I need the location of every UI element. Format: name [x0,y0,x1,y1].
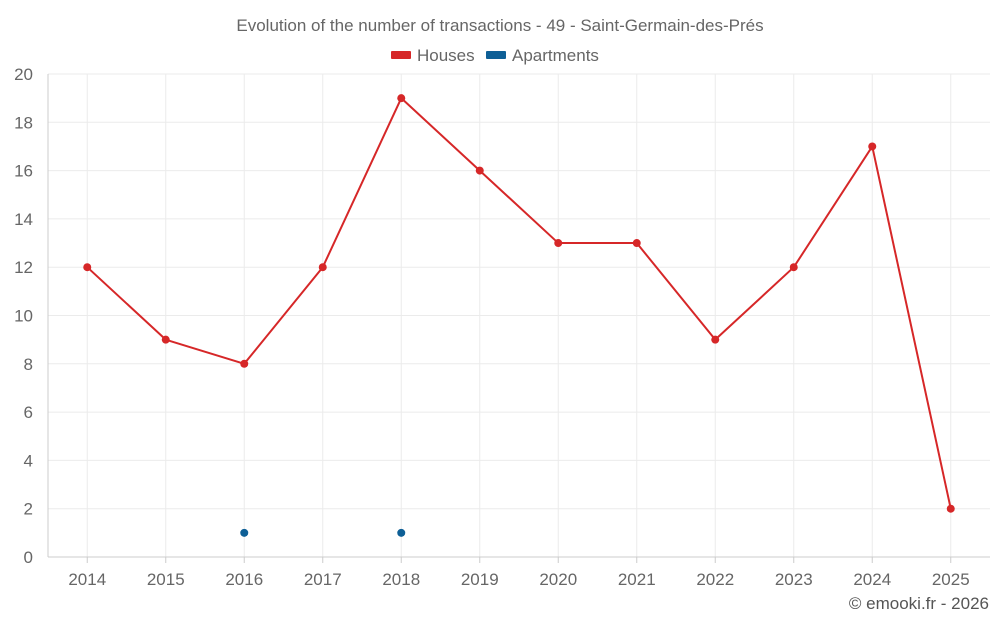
point-houses-2016[interactable] [240,359,249,368]
grid [48,73,990,557]
x-tick-label-2018: 2018 [382,570,420,589]
x-tick-label-2015: 2015 [147,570,185,589]
y-tick-label-20: 20 [14,65,33,84]
x-tick-label-2017: 2017 [304,570,342,589]
series-apartments [240,528,406,537]
x-tick-label-2020: 2020 [539,570,577,589]
x-tick-label-2024: 2024 [853,570,891,589]
y-tick-label-14: 14 [14,210,33,229]
x-tick-label-2022: 2022 [696,570,734,589]
point-apartments-2018[interactable] [397,528,406,537]
point-houses-2017[interactable] [318,263,327,272]
y-tick-label-2: 2 [24,500,33,519]
legend: Houses Apartments [391,46,599,65]
credit-text: © emooki.fr - 2026 [849,594,989,613]
point-houses-2024[interactable] [868,142,877,151]
x-tick-label-2019: 2019 [461,570,499,589]
x-tick-label-2016: 2016 [225,570,263,589]
series-houses [83,94,955,513]
legend-label-apartments: Apartments [512,46,599,65]
point-houses-2014[interactable] [83,263,92,272]
y-tick-label-10: 10 [14,307,33,326]
chart-title: Evolution of the number of transactions … [236,16,763,35]
point-houses-2021[interactable] [632,239,641,248]
point-houses-2019[interactable] [475,166,484,175]
x-tick-label-2023: 2023 [775,570,813,589]
legend-swatch-apartments [486,51,506,59]
y-tick-label-0: 0 [24,548,33,567]
y-axis: 0 2 4 6 8 10 12 14 16 18 20 [14,65,49,567]
point-houses-2022[interactable] [711,335,720,344]
point-houses-2018[interactable] [397,94,406,103]
point-apartments-2016[interactable] [240,528,249,537]
point-houses-2023[interactable] [789,263,798,272]
y-tick-label-18: 18 [14,113,33,132]
point-houses-2020[interactable] [554,239,563,248]
x-axis: 2014 2015 2016 2017 2018 2019 2020 2021 2022 2023… [48,556,990,589]
legend-item-apartments[interactable]: Apartments [486,46,599,65]
x-tick-label-2014: 2014 [68,570,106,589]
series-line-houses [86,97,952,509]
y-tick-label-4: 4 [24,451,33,470]
y-tick-label-8: 8 [24,355,33,374]
y-tick-label-6: 6 [24,403,33,422]
y-tick-label-16: 16 [14,162,33,181]
legend-label-houses: Houses [417,46,475,65]
x-tick-label-2021: 2021 [618,570,656,589]
legend-item-houses[interactable]: Houses [391,46,475,65]
point-houses-2015[interactable] [161,335,170,344]
point-houses-2025[interactable] [946,504,955,513]
x-tick-label-2025: 2025 [932,570,970,589]
legend-swatch-houses [391,51,411,59]
plot-area [83,94,955,537]
y-tick-label-12: 12 [14,258,33,277]
